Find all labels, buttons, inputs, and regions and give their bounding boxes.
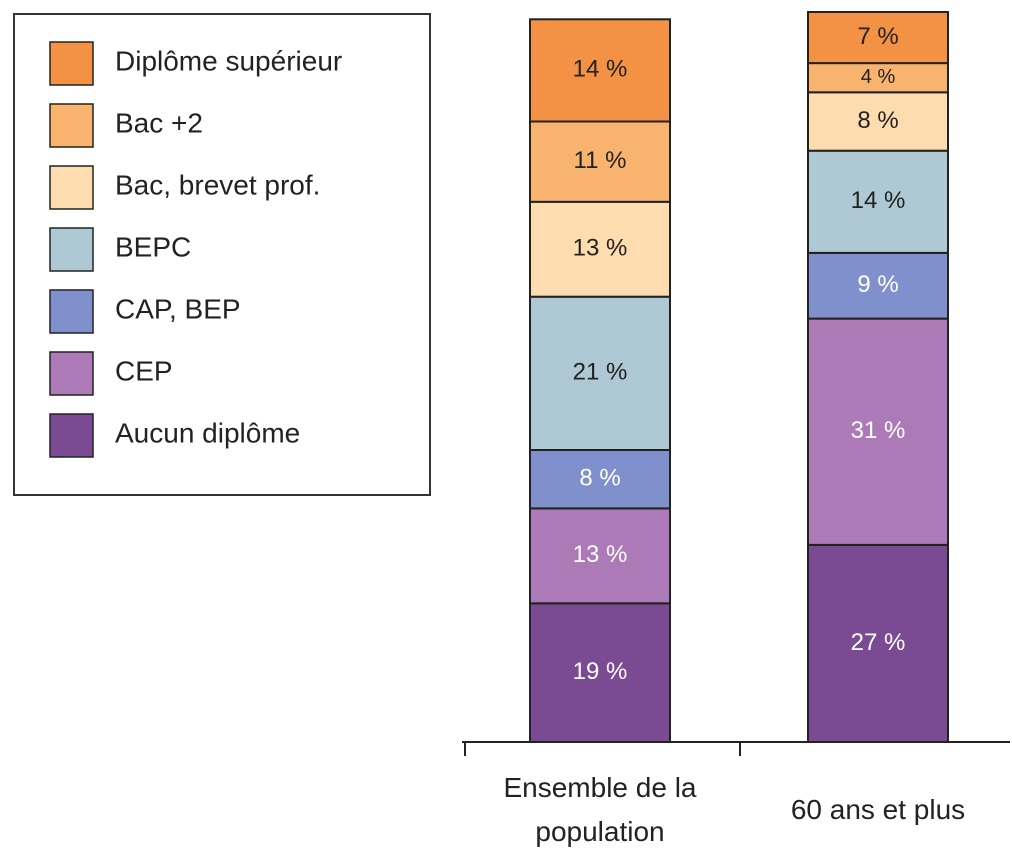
bar-segment bbox=[529, 18, 671, 123]
data-label: 7 % bbox=[857, 23, 898, 50]
bar-segment bbox=[807, 543, 949, 744]
data-label: 14 % bbox=[851, 187, 906, 214]
x-tick-label: Ensemble de la population bbox=[503, 771, 697, 847]
legend-label: Diplôme supérieur bbox=[115, 45, 342, 76]
bar-segment bbox=[529, 200, 671, 298]
legend-swatch bbox=[49, 165, 94, 210]
data-label: 13 % bbox=[573, 541, 628, 568]
bar-segment bbox=[807, 11, 949, 65]
bar-segment bbox=[807, 251, 949, 320]
legend-swatch bbox=[49, 289, 94, 334]
legend-swatch bbox=[49, 41, 94, 86]
bar-segment bbox=[529, 602, 671, 743]
legend-label: CEP bbox=[115, 355, 173, 386]
data-label: 27 % bbox=[851, 629, 906, 656]
data-label: 8 % bbox=[579, 465, 620, 492]
x-tick-label: 60 ans et plus bbox=[790, 793, 966, 825]
bar-segment bbox=[807, 91, 949, 152]
bar-segment bbox=[529, 295, 671, 452]
data-label: 11 % bbox=[574, 147, 627, 174]
bar-segment bbox=[807, 149, 949, 254]
data-label: 13 % bbox=[573, 235, 628, 262]
data-label: 21 % bbox=[573, 359, 628, 386]
data-label: 31 % bbox=[851, 417, 906, 444]
legend-label: CAP, BEP bbox=[115, 293, 241, 324]
legend-swatch bbox=[49, 351, 94, 396]
legend-label: Bac +2 bbox=[115, 107, 203, 138]
bar-segment bbox=[529, 120, 671, 203]
bar-segment bbox=[529, 449, 671, 510]
legend-swatch bbox=[49, 103, 94, 148]
legend-swatch bbox=[49, 227, 94, 272]
legend-label: BEPC bbox=[115, 231, 191, 262]
legend-label: Bac, brevet prof. bbox=[115, 169, 320, 200]
legend-swatch bbox=[49, 413, 94, 458]
data-label: 4 % bbox=[861, 66, 896, 88]
bar-segment bbox=[807, 62, 949, 94]
data-label: 9 % bbox=[857, 271, 898, 298]
data-label: 8 % bbox=[857, 107, 898, 134]
data-label: 14 % bbox=[573, 56, 628, 83]
data-label: 19 % bbox=[573, 658, 628, 685]
legend-label: Aucun diplôme bbox=[115, 417, 300, 448]
